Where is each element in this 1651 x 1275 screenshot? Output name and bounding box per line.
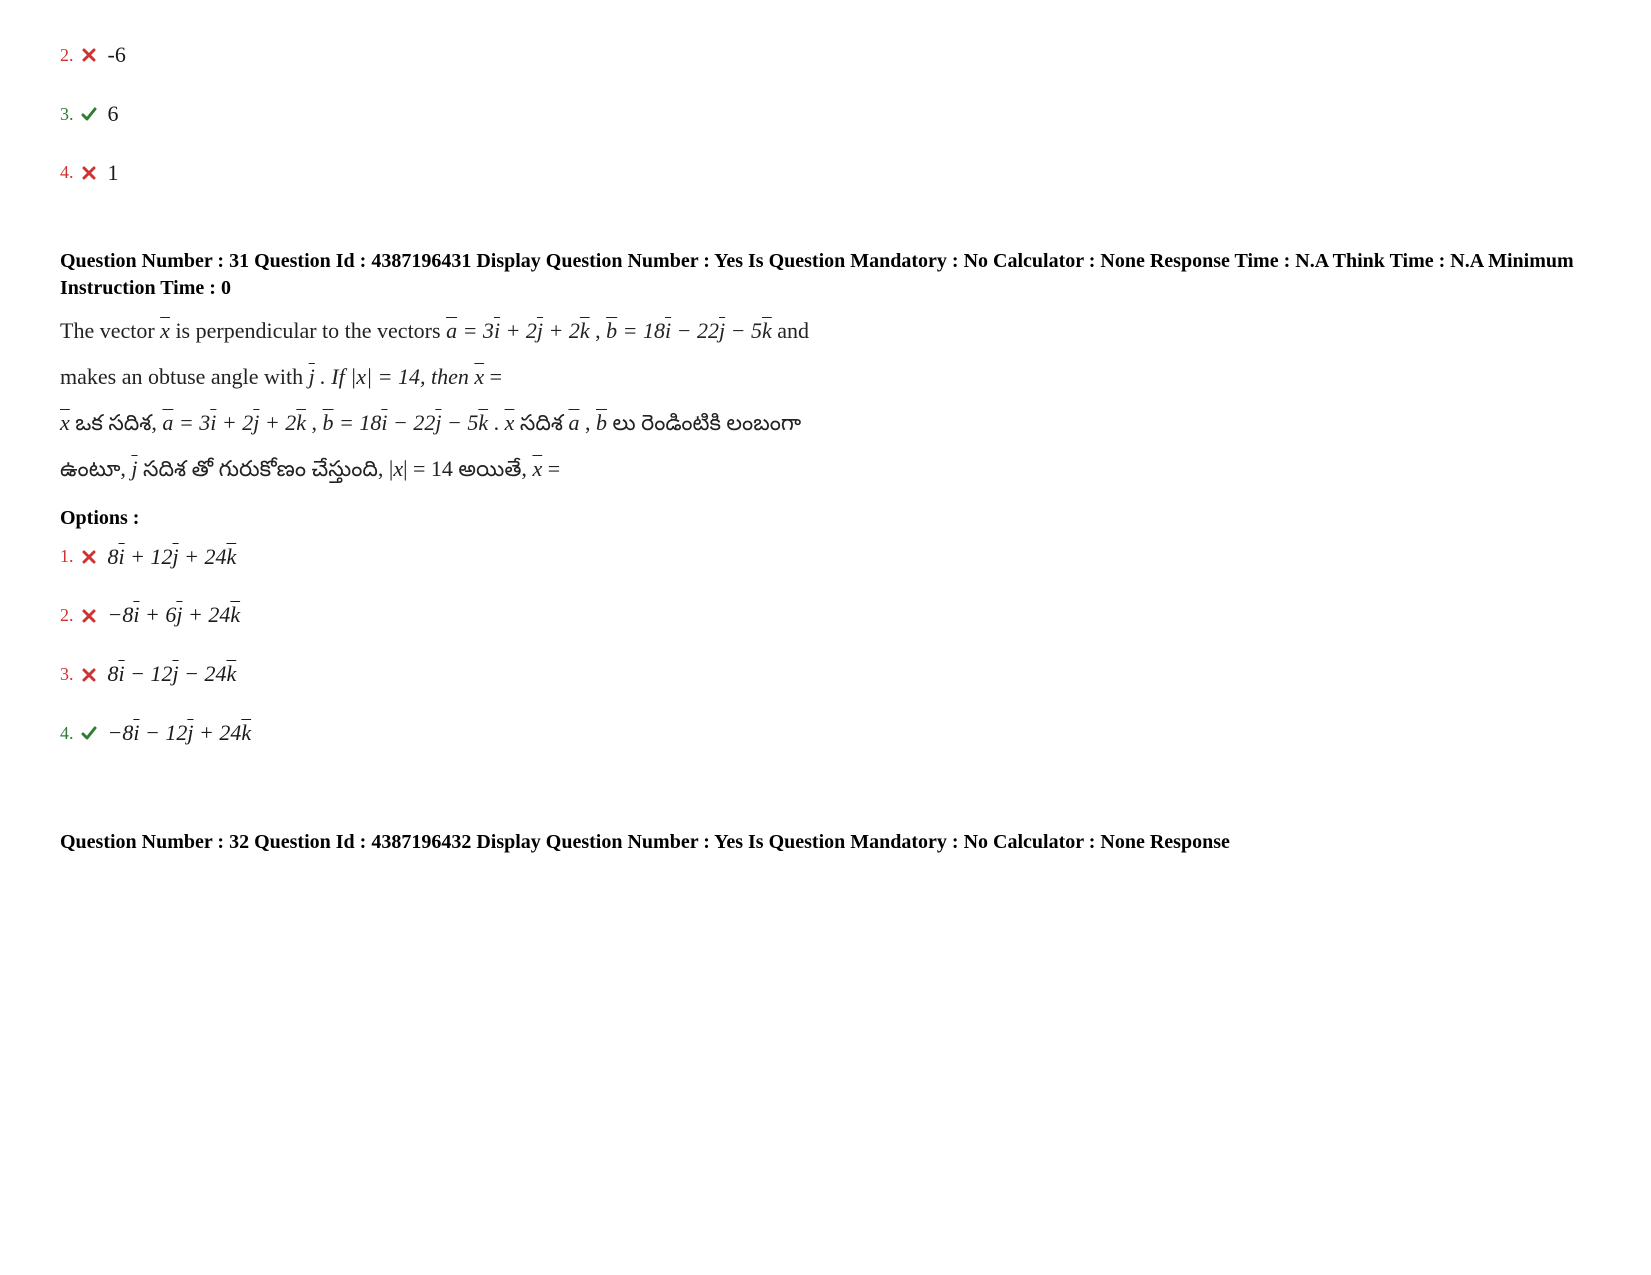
option-number: 2. <box>60 43 74 68</box>
cross-icon <box>80 548 98 566</box>
option-text: 1 <box>108 158 119 189</box>
cross-icon <box>80 666 98 684</box>
option-number: 1. <box>60 544 74 569</box>
question-meta: Question Number : 31 Question Id : 43871… <box>60 248 1591 302</box>
question-line-te-2: ఉంటూ, j సదిశ తో గురుకోణం చేస్తుంది, |x| … <box>60 448 1591 490</box>
question-line-en-1: The vector x is perpendicular to the vec… <box>60 310 1591 352</box>
option-row: 3. 6 <box>60 99 1591 130</box>
check-icon <box>80 105 98 123</box>
option-text: −8i − 12j + 24k <box>108 718 252 749</box>
option-row: 4. −8i − 12j + 24k <box>60 718 1591 749</box>
option-number: 3. <box>60 102 74 127</box>
option-text: -6 <box>108 40 126 71</box>
question-body: The vector x is perpendicular to the vec… <box>60 310 1591 489</box>
option-number: 4. <box>60 160 74 185</box>
cross-icon <box>80 46 98 64</box>
option-text: 8i − 12j − 24k <box>108 659 237 690</box>
cross-icon <box>80 607 98 625</box>
options-label: Options : <box>60 504 1591 532</box>
check-icon <box>80 724 98 742</box>
option-text: 8i + 12j + 24k <box>108 542 237 573</box>
prev-question-options: 2. -6 3. 6 4. 1 <box>60 40 1591 188</box>
option-number: 4. <box>60 721 74 746</box>
q31-options: 1. 8i + 12j + 24k 2. −8i + 6j + 24k 3. 8… <box>60 542 1591 749</box>
option-number: 2. <box>60 603 74 628</box>
option-row: 4. 1 <box>60 158 1591 189</box>
option-text: −8i + 6j + 24k <box>108 600 241 631</box>
option-number: 3. <box>60 662 74 687</box>
option-row: 1. 8i + 12j + 24k <box>60 542 1591 573</box>
option-row: 3. 8i − 12j − 24k <box>60 659 1591 690</box>
question-line-te-1: x ఒక సదిశ, a = 3i + 2j + 2k , b = 18i − … <box>60 402 1591 444</box>
question-line-en-2: makes an obtuse angle with j . If |x| = … <box>60 356 1591 398</box>
option-row: 2. -6 <box>60 40 1591 71</box>
option-text: 6 <box>108 99 119 130</box>
option-row: 2. −8i + 6j + 24k <box>60 600 1591 631</box>
cross-icon <box>80 164 98 182</box>
question-meta: Question Number : 32 Question Id : 43871… <box>60 829 1591 856</box>
